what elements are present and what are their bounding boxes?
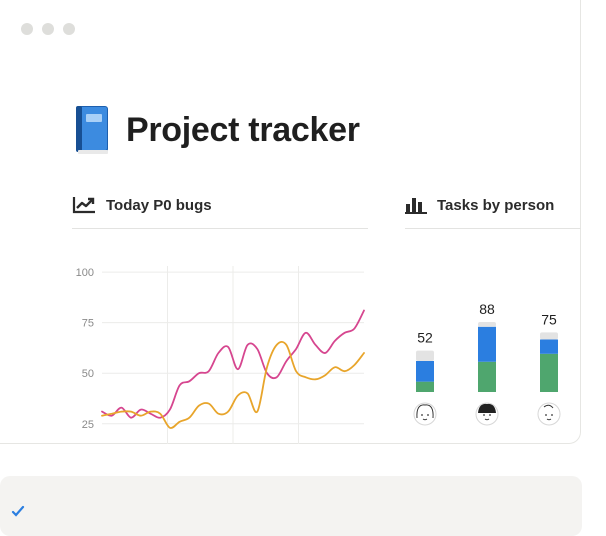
bar-segment [478, 322, 496, 327]
bar-total-label: 52 [417, 330, 433, 346]
bar-segment [416, 381, 434, 392]
bar-chart-icon [405, 198, 427, 214]
bar-chart: 52 88 75 [413, 301, 561, 426]
line-chart-title: Today P0 bugs [106, 196, 212, 214]
bar-chart-divider [405, 228, 581, 229]
bar-total-label: 88 [479, 301, 495, 317]
bar-segment [540, 332, 558, 340]
bar-segment [416, 360, 434, 382]
bar-total-label: 75 [541, 311, 557, 327]
bar-chart-title: Tasks by person [437, 196, 555, 214]
line-chart-icon [72, 197, 95, 214]
bar-chart-header: Tasks by person [405, 196, 554, 214]
line-chart: 25 50 75 100 [76, 266, 365, 444]
page-header: Project tracker [72, 104, 360, 156]
window-maximize-button[interactable] [63, 23, 75, 35]
line-chart-series-1 [101, 309, 365, 419]
line-chart-series-2 [101, 340, 365, 429]
page-title: Project tracker [126, 110, 360, 149]
bar-segment [416, 350, 434, 361]
line-chart-ytick-label: 50 [82, 368, 94, 380]
window-minimize-button[interactable] [42, 23, 54, 35]
avatar [537, 402, 561, 426]
line-chart-ytick-label: 75 [82, 318, 94, 330]
bar-segment [540, 353, 558, 392]
line-chart-divider [72, 228, 368, 229]
next-card [0, 476, 582, 536]
window-close-button[interactable] [21, 23, 33, 35]
window-controls [21, 23, 75, 35]
line-chart-header: Today P0 bugs [72, 196, 212, 214]
line-chart-ytick-label: 100 [76, 267, 94, 279]
bar-segment [540, 339, 558, 354]
bar-segment [478, 361, 496, 392]
bar-segment [478, 326, 496, 362]
book-icon [76, 106, 108, 154]
avatar [413, 402, 437, 426]
line-chart-ytick-label: 25 [82, 419, 94, 431]
avatar [475, 402, 499, 426]
check-icon [11, 505, 25, 517]
